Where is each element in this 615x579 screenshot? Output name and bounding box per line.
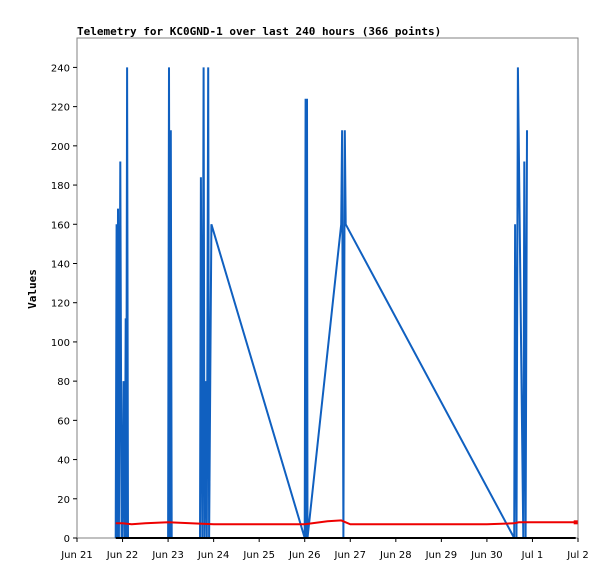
x-tick-label: Jun 30 [470,550,503,561]
x-tick-label: Jun 27 [334,550,367,561]
y-tick-label: 80 [57,377,70,388]
y-tick-label: 240 [51,63,70,74]
axis-layer: Jun 21 Jun 22 Jun 23 Jun 24 Jun 25 Jun 26 Jun … [51,63,589,561]
y-tick-label: 60 [57,416,70,427]
y-axis-label: Values [26,269,39,309]
series-line-2 [115,519,576,526]
plot-frame [76,37,579,539]
y-tick-label: 200 [51,142,70,153]
x-tick-label: Jun 28 [379,550,412,561]
x-tick-label: Jun 23 [151,550,184,561]
y-tick-label: 180 [51,181,70,192]
series-endpoint [573,520,578,525]
x-tick-label: Jul 2 [566,550,589,561]
y-tick-label: 140 [51,259,70,270]
series-line-1 [114,67,528,539]
x-tick-label: Jun 21 [60,550,93,561]
series-layer [114,67,578,539]
y-tick-label: 160 [51,220,70,231]
y-tick-label: 220 [51,103,70,114]
x-tick-label: Jul 1 [521,550,544,561]
y-tick-label: 120 [51,299,70,310]
y-tick-label: 20 [57,495,70,506]
x-tick-label: Jun 25 [242,550,275,561]
x-tick-label: Jun 22 [106,550,139,561]
y-tick-label: 40 [57,456,70,467]
y-tick-label: 0 [64,534,70,545]
x-tick-label: Jun 26 [288,550,321,561]
chart-title: Telemetry for KC0GND-1 over last 240 hou… [77,25,441,38]
x-tick-label: Jun 24 [197,550,230,561]
x-tick-label: Jun 29 [425,550,458,561]
y-tick-label: 100 [51,338,70,349]
